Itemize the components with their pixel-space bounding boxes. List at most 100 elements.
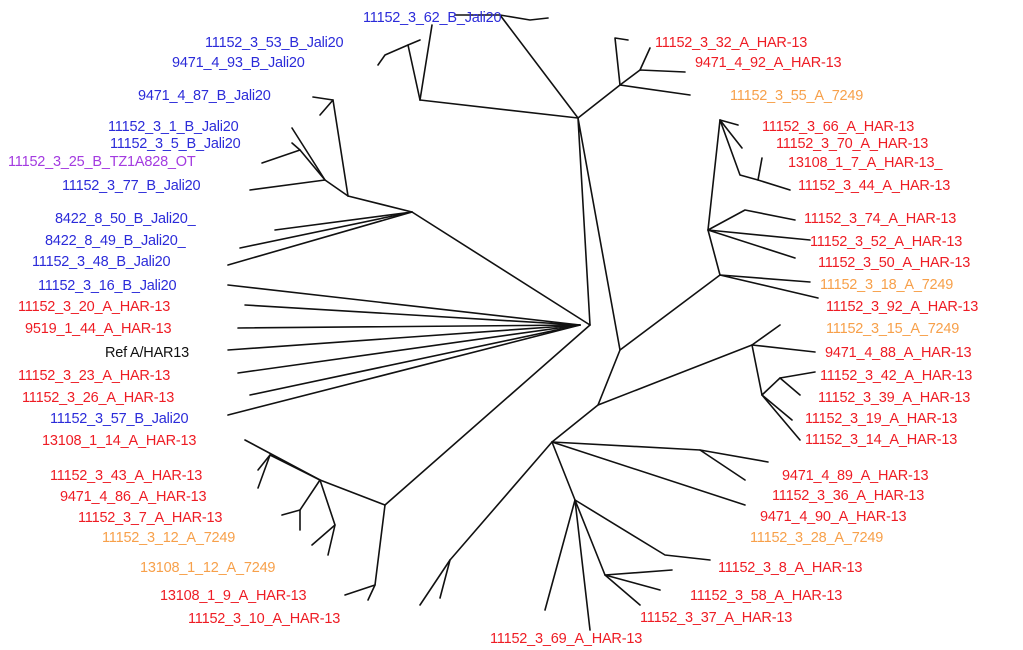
branch	[707, 229, 811, 241]
leaf-label: 9471_4_90_A_HAR-13	[760, 509, 906, 525]
leaf-label: 11152_3_16_B_Jali20	[38, 278, 177, 294]
branch	[761, 377, 801, 396]
branch	[757, 157, 763, 181]
branch	[319, 99, 334, 116]
branch	[227, 211, 413, 266]
leaf-label: 11152_3_39_A_HAR-13	[818, 390, 970, 406]
leaf-label: 13108_1_9_A_HAR-13	[160, 588, 306, 604]
branch	[249, 179, 326, 191]
branch	[604, 574, 661, 591]
branch	[551, 441, 746, 506]
branch	[751, 344, 816, 353]
tree-branches	[227, 14, 819, 631]
branch	[707, 209, 796, 231]
branch	[227, 324, 581, 351]
branch	[311, 479, 336, 546]
branch	[327, 524, 336, 556]
leaf-label: 11152_3_66_A_HAR-13	[762, 119, 914, 135]
leaf-label: 11152_3_7_A_HAR-13	[78, 510, 222, 526]
leaf-label: 11152_3_5_B_Jali20	[110, 136, 241, 152]
branch	[499, 14, 549, 21]
leaf-label: 11152_3_32_A_HAR-13	[655, 35, 807, 51]
branch	[249, 324, 581, 396]
leaf-label: 9471_4_88_A_HAR-13	[825, 345, 971, 361]
leaf-label: 11152_3_23_A_HAR-13	[18, 368, 170, 384]
leaf-label: 11152_3_37_A_HAR-13	[640, 610, 792, 626]
leaf-label: 11152_3_12_A_7249	[102, 530, 235, 546]
branch	[257, 454, 321, 481]
leaf-label: 11152_3_26_A_HAR-13	[22, 390, 174, 406]
leaf-label: 11152_3_19_A_HAR-13	[805, 411, 957, 427]
leaf-label: 11152_3_25_B_TZ1A828_OT	[8, 154, 196, 170]
branch	[227, 324, 581, 416]
branch	[574, 499, 711, 561]
branch	[419, 99, 579, 119]
branch	[419, 24, 433, 101]
branch	[619, 274, 721, 351]
branch	[719, 274, 811, 283]
leaf-label: 11152_3_44_A_HAR-13	[798, 178, 950, 194]
branch	[619, 84, 691, 96]
branch	[551, 117, 621, 443]
branch	[619, 69, 686, 86]
branch	[574, 499, 591, 631]
leaf-label: 13108_1_14_A_HAR-13	[42, 433, 196, 449]
leaf-label: 11152_3_58_A_HAR-13	[690, 588, 842, 604]
branch	[419, 441, 553, 606]
branch	[719, 119, 791, 191]
branch	[237, 324, 581, 329]
branch	[639, 47, 651, 71]
branch	[344, 504, 386, 596]
leaf-label: 11152_3_70_A_HAR-13	[776, 136, 928, 152]
leaf-label: 11152_3_20_A_HAR-13	[18, 299, 170, 315]
leaf-label: 13108_1_7_A_HAR-13_	[788, 155, 943, 171]
leaf-label: 11152_3_28_A_7249	[750, 530, 883, 546]
branch	[384, 324, 591, 506]
leaf-label: 9471_4_89_A_HAR-13	[782, 468, 928, 484]
branch	[439, 559, 451, 599]
branch	[407, 39, 421, 46]
branch	[544, 441, 576, 611]
branch	[281, 479, 321, 516]
leaf-label: 9471_4_87_B_Jali20	[138, 88, 271, 104]
branch	[719, 274, 819, 299]
leaf-label: 11152_3_57_B_Jali20	[50, 411, 189, 427]
branch	[761, 394, 793, 421]
branch	[377, 44, 421, 101]
leaf-label: 11152_3_53_B_Jali20	[205, 35, 344, 51]
leaf-label: Ref A/HAR13	[105, 345, 189, 361]
branch	[261, 149, 301, 164]
leaf-label: 11152_3_18_A_7249	[820, 277, 953, 293]
leaf-label: 11152_3_55_A_7249	[730, 88, 863, 104]
leaf-label: 11152_3_15_A_7249	[826, 321, 959, 337]
leaf-label: 11152_3_1_B_Jali20	[108, 119, 239, 135]
leaf-label: 11152_3_52_A_HAR-13	[810, 234, 962, 250]
branch	[257, 454, 271, 489]
branch	[367, 584, 376, 601]
branch	[237, 324, 581, 374]
branch	[347, 195, 413, 213]
leaf-label: 9471_4_92_A_HAR-13	[695, 55, 841, 71]
branch	[751, 344, 801, 441]
leaf-label: 11152_3_62_B_Jali20	[363, 10, 502, 26]
leaf-label: 9471_4_93_B_Jali20	[172, 55, 305, 71]
branch	[319, 479, 386, 506]
branch	[604, 569, 673, 576]
branch	[699, 449, 769, 463]
branch	[719, 119, 743, 149]
branch	[411, 211, 591, 326]
leaf-label: 11152_3_92_A_HAR-13	[826, 299, 978, 315]
leaf-label: 11152_3_36_A_HAR-13	[772, 488, 924, 504]
leaf-label: 8422_8_49_B_Jali20_	[45, 233, 187, 249]
branch	[244, 304, 581, 326]
branch	[454, 14, 579, 119]
leaf-label: 13108_1_12_A_7249	[140, 560, 275, 576]
leaf-label: 9471_4_86_A_HAR-13	[60, 489, 206, 505]
leaf-label: 11152_3_77_B_Jali20	[62, 178, 201, 194]
branch	[751, 324, 781, 346]
branch	[291, 142, 326, 181]
branch	[614, 37, 629, 86]
leaf-labels: 11152_3_62_B_Jali20 11152_3_53_B_Jali20 …	[8, 10, 978, 647]
leaf-label: 11152_3_43_A_HAR-13	[50, 468, 202, 484]
